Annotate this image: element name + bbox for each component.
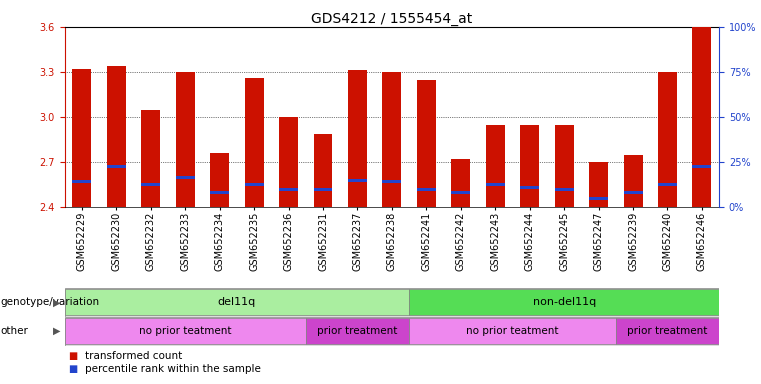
Bar [107,66,126,207]
Bar [306,318,409,344]
Bar [521,186,539,189]
Text: prior treatment: prior treatment [317,326,398,336]
Bar [65,290,409,315]
Bar [245,78,263,207]
Bar [555,188,574,191]
Bar [451,159,470,207]
Bar [417,79,436,207]
Bar [245,183,263,186]
Text: ■: ■ [68,364,78,374]
Bar [314,188,333,191]
Bar [210,191,229,194]
Bar [486,183,505,186]
Bar [451,191,470,194]
Text: del11q: del11q [218,297,256,308]
Bar [521,125,539,207]
Bar [589,197,608,200]
Text: non-del11q: non-del11q [533,297,596,308]
Bar [383,72,401,207]
Text: ▶: ▶ [53,297,61,308]
Text: other: other [1,326,29,336]
Bar [589,162,608,207]
Bar [348,179,367,182]
Bar [142,109,161,207]
Bar [555,125,574,207]
Text: ■: ■ [68,351,78,361]
Bar [658,72,677,207]
Text: transformed count: transformed count [85,351,183,361]
Bar [417,188,436,191]
Bar [348,71,367,207]
Bar [486,125,505,207]
Bar [693,27,712,207]
Bar [176,72,195,207]
Bar [409,318,616,344]
Bar [72,69,91,207]
Bar [279,117,298,207]
Text: percentile rank within the sample: percentile rank within the sample [85,364,261,374]
Bar [176,176,195,179]
Text: genotype/variation: genotype/variation [1,297,100,308]
Text: no prior teatment: no prior teatment [466,326,559,336]
Bar [72,180,91,183]
Bar [65,318,306,344]
Title: GDS4212 / 1555454_at: GDS4212 / 1555454_at [311,12,473,26]
Bar [658,183,677,186]
Text: no prior teatment: no prior teatment [139,326,231,336]
Text: prior treatment: prior treatment [627,326,708,336]
Bar [693,165,712,168]
Bar [383,180,401,183]
Bar [623,191,642,194]
Bar [210,153,229,207]
Bar [314,134,333,207]
Bar [107,165,126,168]
Bar [142,183,161,186]
Bar [616,318,719,344]
Bar [623,155,642,207]
Bar [279,188,298,191]
Text: ▶: ▶ [53,326,61,336]
Bar [409,290,719,315]
